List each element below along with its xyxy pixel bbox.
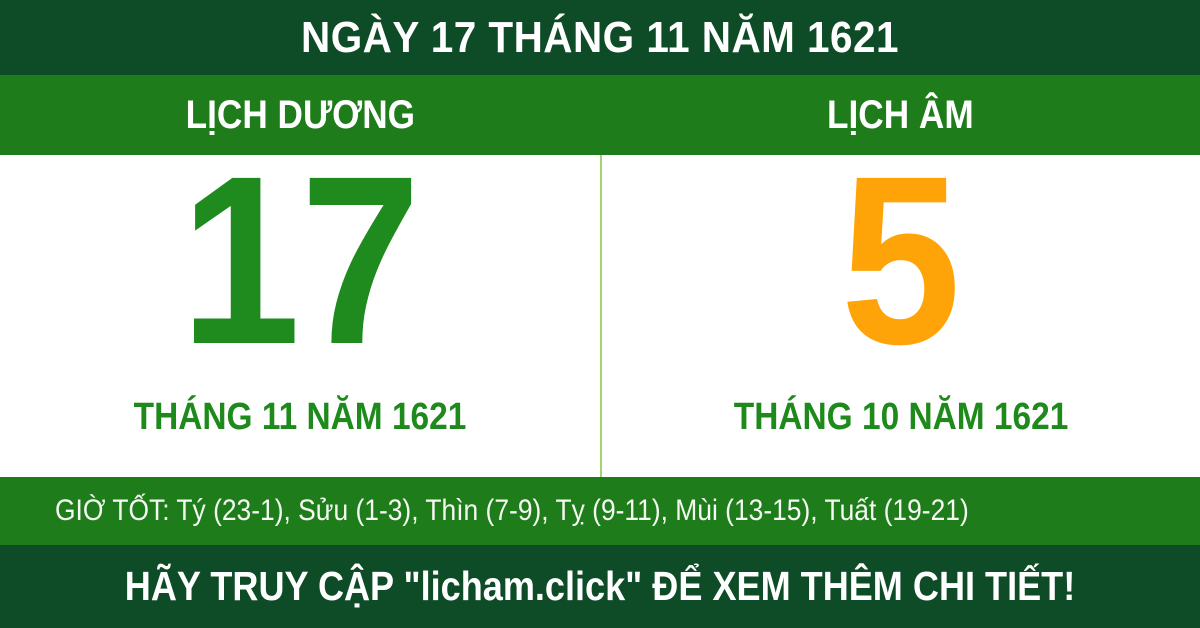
solar-calendar-header: LỊCH DƯƠNG bbox=[0, 75, 600, 155]
good-hours-text: GIỜ TỐT: Tý (23-1), Sửu (1-3), Thìn (7-9… bbox=[55, 494, 969, 527]
footer-bar: HÃY TRUY CẬP "licham.click" ĐỂ XEM THÊM … bbox=[0, 545, 1200, 628]
good-hours-bar: GIỜ TỐT: Tý (23-1), Sửu (1-3), Thìn (7-9… bbox=[0, 477, 1200, 545]
solar-panel: 17 THÁNG 11 NĂM 1621 bbox=[0, 140, 600, 477]
lunar-panel: 5 THÁNG 10 NĂM 1621 bbox=[600, 140, 1200, 477]
lunar-month-year-label: THÁNG 10 NĂM 1621 bbox=[733, 396, 1069, 438]
date-header-title: NGÀY 17 THÁNG 11 NĂM 1621 bbox=[301, 12, 899, 62]
calendar-panels: 17 THÁNG 11 NĂM 1621 5 THÁNG 10 NĂM 1621 bbox=[0, 140, 1200, 477]
lunar-calendar-header: LỊCH ÂM bbox=[600, 75, 1200, 155]
solar-day-number: 17 bbox=[179, 126, 421, 394]
lunar-day-number: 5 bbox=[840, 126, 962, 394]
date-header-bar: NGÀY 17 THÁNG 11 NĂM 1621 bbox=[0, 0, 1200, 75]
footer-call-to-action-text: HÃY TRUY CẬP "licham.click" ĐỂ XEM THÊM … bbox=[124, 563, 1076, 609]
solar-calendar-label: LỊCH DƯƠNG bbox=[185, 92, 415, 137]
calendar-type-row: LỊCH DƯƠNG LỊCH ÂM bbox=[0, 75, 1200, 155]
solar-month-year-label: THÁNG 11 NĂM 1621 bbox=[133, 396, 467, 438]
lunar-calendar-label: LỊCH ÂM bbox=[826, 92, 974, 137]
